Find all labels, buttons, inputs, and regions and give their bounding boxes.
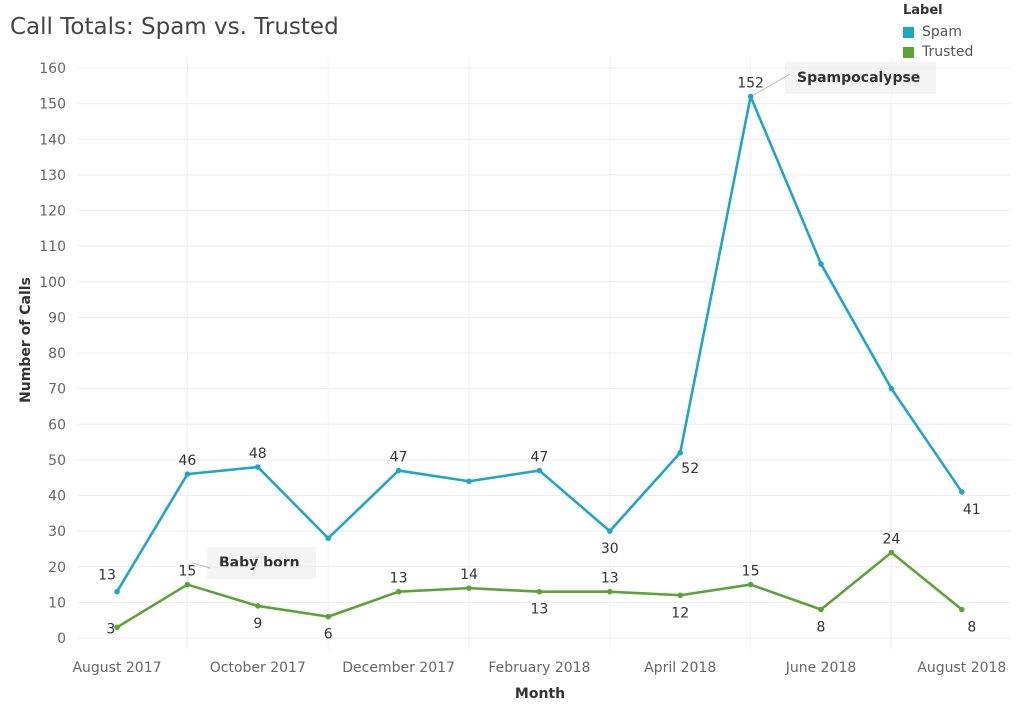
data-point-trusted[interactable] — [114, 624, 120, 631]
annotation-leader-spampocalypse — [750, 73, 791, 97]
data-point-trusted[interactable] — [254, 603, 261, 609]
x-tick-label: June 2018 — [785, 660, 857, 676]
data-point-trusted[interactable] — [959, 606, 965, 613]
data-point-trusted[interactable] — [466, 585, 472, 591]
legend-label-spam: Spam — [922, 24, 962, 40]
data-point-spam[interactable] — [254, 464, 261, 470]
data-label-trusted: 8 — [967, 620, 976, 636]
data-label-spam: 52 — [681, 461, 699, 477]
y-tick-label: 60 — [48, 417, 66, 433]
legend-item-trusted[interactable]: Trusted — [903, 42, 973, 62]
data-label-trusted: 8 — [817, 620, 826, 636]
y-tick-label: 0 — [57, 631, 66, 647]
y-axis-ticks: 0 10 20 30 40 50 60 70 80 90 100 110 120 130 140 150 160 — [39, 61, 66, 647]
data-label-spam: 47 — [530, 450, 548, 466]
x-tick-label: April 2018 — [644, 660, 716, 676]
series-line-spam — [115, 95, 963, 593]
series-lines — [115, 95, 963, 629]
data-label-trusted: 9 — [253, 616, 262, 632]
y-tick-label: 130 — [39, 168, 66, 184]
data-point-spam[interactable] — [536, 467, 543, 474]
y-tick-label: 160 — [39, 61, 66, 77]
legend-item-spam[interactable]: Spam — [903, 22, 973, 42]
annotation-spampocalypse: Spampocalypse — [785, 62, 937, 94]
legend-label-trusted: Trusted — [922, 44, 974, 60]
data-point-trusted[interactable] — [325, 613, 332, 620]
annotation-leaders — [191, 73, 791, 569]
data-label-spam: 41 — [963, 502, 981, 518]
data-labels: 13 46 48 47 47 30 52 152 41 3 15 9 6 13 14 13 13 12 15 8 24 8 — [98, 76, 981, 643]
data-label-spam: 47 — [390, 450, 408, 466]
data-label-trusted: 3 — [107, 621, 116, 637]
data-label-trusted: 15 — [178, 564, 196, 580]
data-label-trusted: 13 — [601, 571, 619, 587]
data-point-spam[interactable] — [114, 588, 120, 595]
data-label-trusted: 13 — [390, 571, 408, 587]
series-points — [114, 93, 965, 631]
legend-swatch-spam — [903, 26, 914, 38]
x-tick-label: December 2017 — [342, 660, 455, 676]
data-point-trusted[interactable] — [747, 581, 754, 588]
legend-swatch-trusted — [903, 46, 914, 58]
data-point-spam[interactable] — [466, 478, 472, 485]
data-point-spam[interactable] — [747, 93, 754, 100]
data-label-trusted: 15 — [742, 564, 760, 580]
x-tick-label: February 2018 — [488, 660, 590, 676]
y-tick-label: 20 — [48, 560, 66, 576]
data-point-trusted[interactable] — [395, 588, 402, 595]
y-tick-label: 110 — [39, 239, 66, 255]
x-tick-label: August 2017 — [72, 660, 161, 676]
data-point-spam[interactable] — [395, 467, 402, 474]
y-tick-label: 10 — [48, 595, 66, 611]
data-point-trusted[interactable] — [818, 606, 824, 613]
data-label-trusted: 12 — [671, 605, 689, 621]
y-tick-label: 100 — [39, 275, 66, 291]
y-tick-label: 50 — [48, 453, 66, 469]
data-label-trusted: 6 — [324, 627, 333, 643]
y-tick-label: 150 — [39, 97, 66, 113]
data-point-trusted[interactable] — [536, 588, 543, 595]
data-point-trusted[interactable] — [888, 549, 895, 556]
data-point-spam[interactable] — [184, 471, 191, 477]
data-point-spam[interactable] — [818, 261, 824, 267]
data-label-trusted: 24 — [882, 532, 900, 548]
y-tick-label: 80 — [48, 346, 66, 362]
data-label-trusted: 14 — [460, 567, 478, 583]
data-label-trusted: 13 — [530, 602, 548, 618]
data-point-spam[interactable] — [607, 528, 613, 534]
data-point-spam[interactable] — [677, 449, 683, 456]
y-tick-label: 70 — [48, 382, 66, 398]
data-label-spam: 46 — [178, 453, 196, 469]
y-axis-label: Number of Calls — [18, 277, 34, 403]
annotation-leader-baby-born — [191, 562, 211, 569]
data-point-spam[interactable] — [888, 385, 895, 392]
y-tick-label: 30 — [48, 524, 66, 540]
y-tick-label: 40 — [48, 489, 66, 505]
y-tick-label: 140 — [39, 132, 66, 148]
data-label-spam: 48 — [249, 446, 267, 462]
y-tick-label: 120 — [39, 204, 66, 220]
legend-title: Label — [903, 3, 943, 18]
x-tick-label: October 2017 — [210, 660, 306, 676]
grid — [78, 58, 1010, 650]
data-point-spam[interactable] — [325, 535, 332, 542]
x-axis-label: Month — [515, 686, 565, 702]
chart-title: Call Totals: Spam vs. Trusted — [10, 14, 339, 40]
y-tick-label: 90 — [48, 310, 66, 326]
data-point-spam[interactable] — [959, 489, 965, 495]
x-tick-label: August 2018 — [917, 660, 1006, 676]
data-point-trusted[interactable] — [184, 581, 191, 588]
legend: Label Spam Trusted — [903, 3, 973, 62]
data-point-trusted[interactable] — [677, 592, 683, 599]
data-label-spam: 13 — [98, 568, 116, 584]
data-point-trusted[interactable] — [607, 588, 613, 595]
data-label-spam: 30 — [601, 541, 619, 557]
data-label-spam: 152 — [737, 76, 764, 92]
x-axis-ticks: August 2017 October 2017 December 2017 Febr… — [72, 660, 1006, 676]
